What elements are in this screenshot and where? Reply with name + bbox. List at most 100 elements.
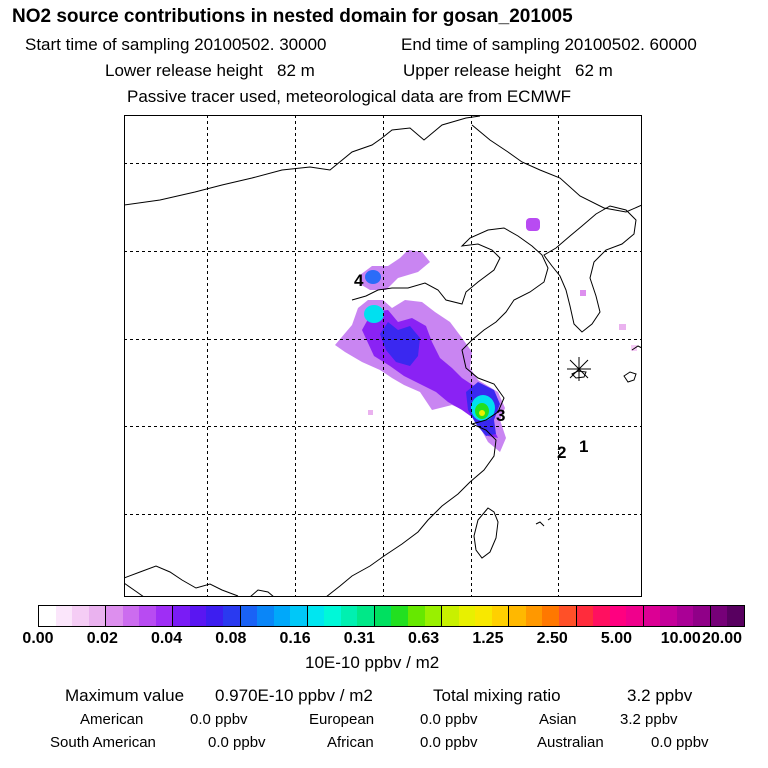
colorbar-swatch	[509, 606, 526, 626]
region-european-label: European	[309, 711, 375, 728]
colorbar-swatch	[458, 606, 476, 626]
colorbar-tick-label: 0.63	[408, 630, 440, 647]
colorbar-swatch	[340, 606, 358, 626]
colorbar-swatch	[257, 606, 274, 626]
region-american-label: American	[80, 711, 144, 728]
colorbar-tick-label: 0.04	[150, 630, 183, 647]
coastlines	[124, 115, 642, 597]
colorbar-swatch	[223, 606, 241, 626]
colorbar-swatch	[206, 606, 224, 626]
island-hainan	[249, 589, 275, 597]
marker-4: 4	[354, 271, 364, 290]
colorbar-tick-label: 20.00	[701, 630, 743, 647]
colorbar-tick-label: 0.08	[215, 630, 247, 647]
colorbar	[38, 605, 745, 627]
marker-1: 1	[579, 437, 588, 456]
plume-blob-korea	[580, 290, 586, 296]
region-south-american-value: 0.0 ppbv	[208, 734, 266, 751]
region-african-value: 0.0 ppbv	[420, 734, 478, 751]
island-japan-kyushu	[623, 371, 637, 383]
max-value-label: Maximum value	[65, 686, 185, 705]
plume-blue-spot-north	[365, 270, 381, 284]
plume-layer	[335, 218, 637, 452]
plume-blob-far-east	[631, 345, 637, 351]
total-mixing-ratio-value: 3.2 ppbv	[627, 686, 693, 705]
lower-release-height-label: Lower release height 82 m	[105, 61, 315, 80]
colorbar-tick-label: 0.16	[279, 630, 311, 647]
max-value: 0.970E-10 ppbv / m2	[215, 686, 373, 705]
colorbar-tick-label: 0.02	[86, 630, 118, 647]
colorbar-tick-label: 0.00	[22, 630, 54, 647]
colorbar-tick-label: 0.31	[343, 630, 375, 647]
colorbar-swatch	[643, 606, 661, 626]
graticule	[124, 115, 642, 597]
colorbar-swatch	[408, 606, 425, 626]
colorbar-swatch	[139, 606, 156, 626]
colorbar-swatch	[88, 606, 107, 626]
plume-blob-west	[368, 410, 373, 415]
colorbar-swatch	[576, 606, 594, 626]
colorbar-swatch	[660, 606, 677, 626]
region-african-label: African	[327, 734, 374, 751]
region-australian-value: 0.0 ppbv	[651, 734, 709, 751]
region-south-american-label: South American	[50, 734, 156, 751]
colorbar-swatch	[173, 606, 190, 626]
colorbar-swatch	[558, 606, 577, 626]
map-frame	[124, 115, 642, 597]
plume-cyan-spot	[364, 305, 384, 323]
region-asian-value: 3.2 ppbv	[620, 711, 678, 728]
island-ryukyu	[535, 517, 552, 527]
colorbar-swatch	[525, 606, 543, 626]
colorbar-tick-label: 10.00	[660, 630, 701, 647]
marker-3: 3	[496, 406, 505, 425]
colorbar-swatch	[273, 606, 291, 626]
border-southwest	[124, 582, 145, 597]
figure-title: NO2 source contributions in nested domai…	[12, 6, 573, 27]
start-time-label: Start time of sampling 20100502. 30000	[25, 35, 327, 54]
colorbar-swatch	[391, 606, 409, 626]
colorbar-swatch	[290, 606, 308, 626]
colorbar-swatch	[189, 606, 207, 626]
island-taiwan	[473, 507, 499, 559]
region-australian-label: Australian	[537, 734, 604, 751]
region-european-value: 0.0 ppbv	[420, 711, 478, 728]
plume-core-blue	[380, 322, 420, 366]
colorbar-swatch	[491, 606, 510, 626]
map-panel: 1 2 3 4	[124, 115, 642, 597]
colorbar-swatch	[39, 606, 56, 626]
coast-korea	[543, 205, 637, 333]
colorbar-swatch	[374, 606, 392, 626]
plume-yellow-core	[479, 410, 485, 416]
coast-china-north	[325, 227, 549, 597]
island-japan-north	[631, 345, 642, 351]
end-time-label: End time of sampling 20100502. 60000	[401, 35, 697, 54]
colorbar-swatch	[693, 606, 711, 626]
asterisk-icon	[567, 357, 591, 381]
colorbar-swatch	[72, 606, 89, 626]
colorbar-swatch	[106, 606, 123, 626]
colorbar-swatch	[609, 606, 627, 626]
colorbar-swatch	[475, 606, 492, 626]
colorbar-swatch	[710, 606, 728, 626]
colorbar-swatch	[240, 606, 258, 626]
upper-release-height-label: Upper release height 62 m	[403, 61, 613, 80]
colorbar-swatch	[424, 606, 443, 626]
colorbar-swatch	[542, 606, 559, 626]
colorbar-swatch	[122, 606, 140, 626]
colorbar-swatch	[155, 606, 174, 626]
colorbar-tick-label: 1.25	[472, 630, 504, 647]
border-mongolia	[124, 115, 481, 206]
colorbar-tick-label: 5.00	[600, 630, 633, 647]
colorbar-swatch	[442, 606, 459, 626]
region-american-value: 0.0 ppbv	[190, 711, 248, 728]
tracer-note: Passive tracer used, meteorological data…	[127, 87, 572, 106]
border-vietnam	[124, 565, 239, 597]
colorbar-swatch	[593, 606, 610, 626]
colorbar-swatch	[727, 606, 744, 626]
colorbar-tick-label: 2.50	[536, 630, 568, 647]
colorbar-swatch	[307, 606, 325, 626]
colorbar-units: 10E-10 ppbv / m2	[305, 653, 440, 672]
colorbar-swatch	[357, 606, 375, 626]
region-asian-label: Asian	[539, 711, 577, 728]
colorbar-swatch	[324, 606, 341, 626]
